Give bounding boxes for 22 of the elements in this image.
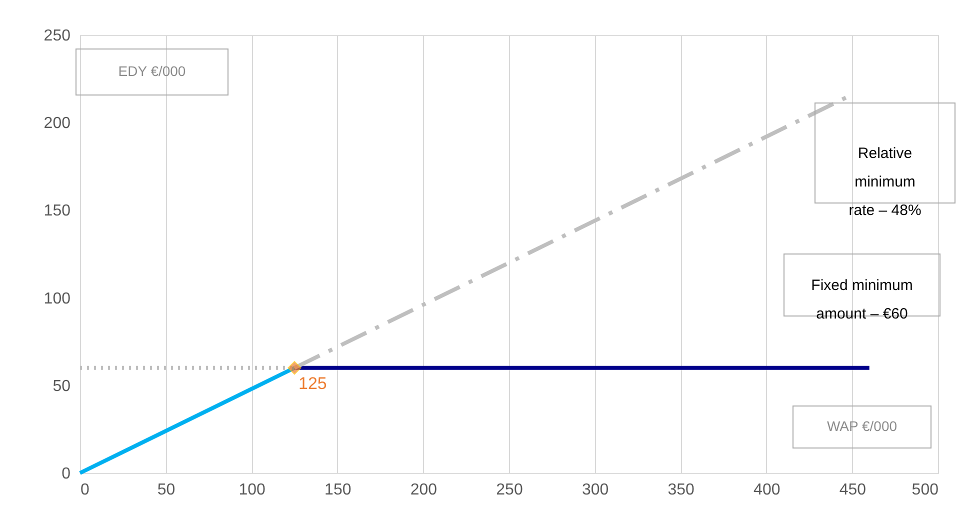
x-tick-label: 150 (324, 482, 352, 498)
annotation: Fixed minimum amount – €60 (811, 277, 913, 322)
y-tick-label: 50 (52, 378, 71, 395)
x-tick-label: 250 (496, 482, 523, 498)
x-tick-label: 300 (582, 482, 609, 498)
y-axis-title: EDY €/000 (118, 63, 186, 79)
x-tick-label: 50 (157, 482, 176, 498)
y-tick-label: 200 (44, 115, 71, 132)
y-tick-label: 0 (62, 466, 71, 482)
x-tick-label: 100 (238, 482, 266, 498)
annotation: 125 (298, 374, 327, 393)
y-tick-label: 100 (44, 290, 71, 308)
y-tick-label: 250 (44, 28, 71, 44)
x-tick-label: 350 (668, 482, 695, 498)
x-tick-label: 200 (410, 482, 438, 498)
y-tick-label: 150 (44, 202, 71, 220)
annotation: Relative minimum rate – 48% (848, 145, 922, 219)
x-tick-label: 0 (80, 482, 90, 498)
x-tick-label: 400 (754, 482, 780, 498)
x-axis-title: WAP €/000 (826, 418, 898, 434)
x-tick-label: 450 (839, 482, 866, 498)
x-tick-label: 500 (912, 482, 939, 498)
